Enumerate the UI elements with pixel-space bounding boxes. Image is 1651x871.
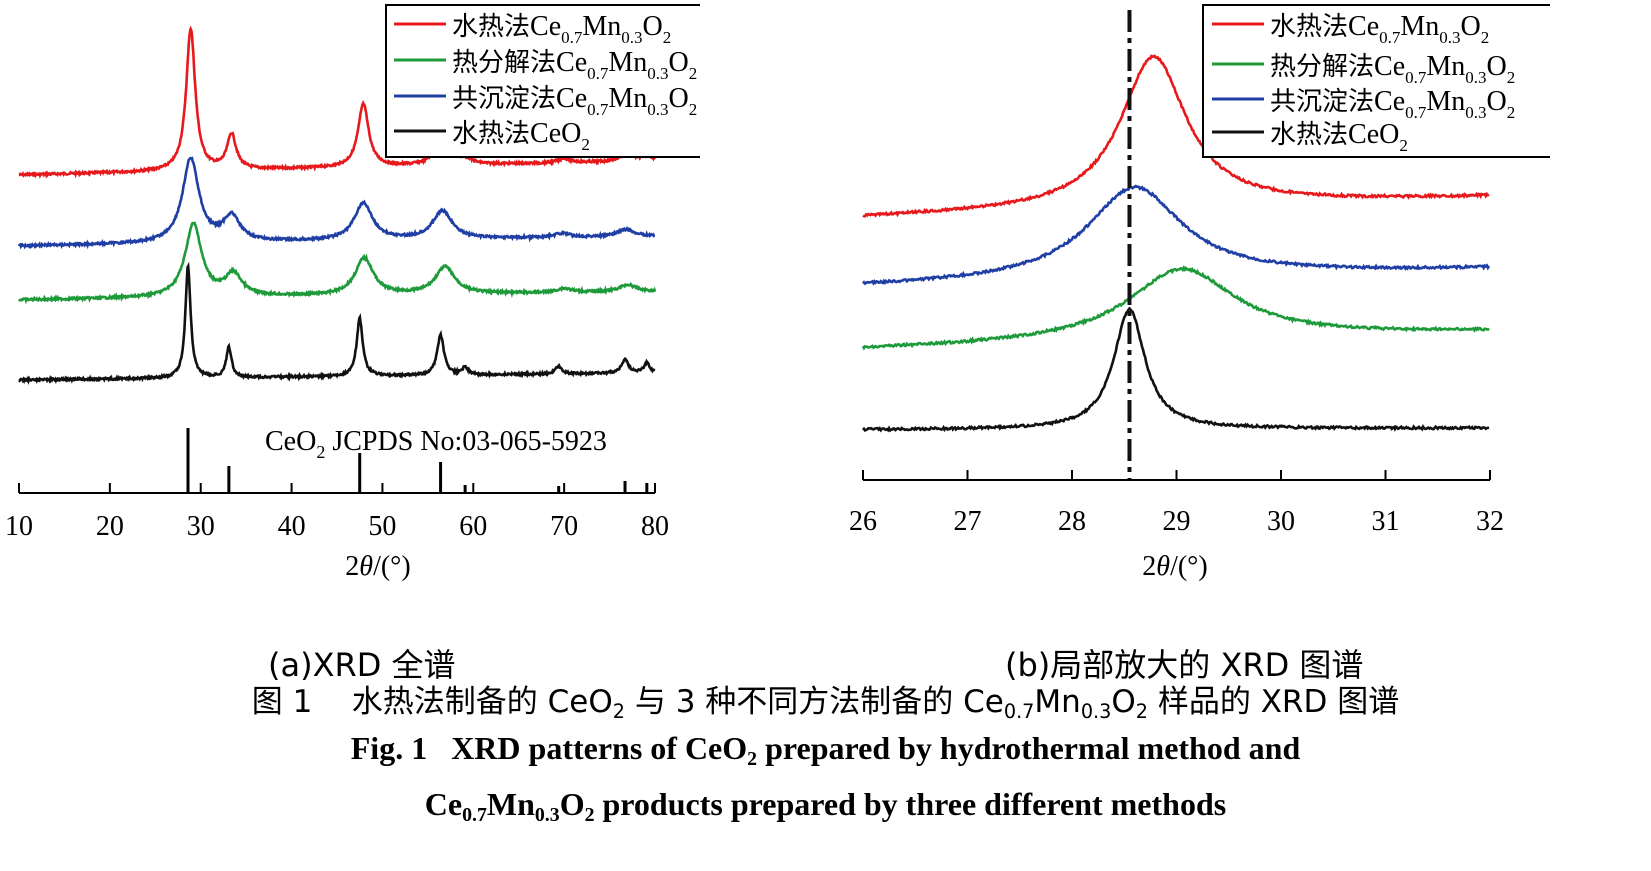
series-line — [861, 265, 1490, 351]
caption-zh-part1: 水热法制备的 CeO — [351, 684, 613, 720]
caption-zh-part3: 样品的 XRD 图谱 — [1157, 684, 1400, 720]
x-axis-label: 2θ/(°) — [1142, 551, 1207, 582]
x-tick-label: 70 — [550, 511, 578, 542]
chart-a-reference-sticks — [186, 428, 649, 493]
legend-label: 共沉淀法Ce0.7Mn0.3O2 — [1270, 86, 1515, 122]
chart-b: 26 27 28 29 30 31 32 2θ/(°) 水热法Ce0.7Mn0.3O2 热分… — [850, 4, 1550, 582]
chart-a-series — [17, 25, 657, 386]
x-axis-label: 2θ/(°) — [345, 551, 410, 582]
x-tick-label: 28 — [1058, 506, 1086, 537]
x-tick-label: 50 — [368, 511, 396, 542]
chart-b-series — [861, 54, 1491, 433]
x-tick-label: 31 — [1372, 506, 1400, 537]
legend-item: 共沉淀法Ce0.7Mn0.3O2 — [1212, 86, 1515, 122]
figure-caption-en-line2: Ce0.7Mn0.3O2 products prepared by three … — [424, 786, 1227, 826]
reference-label: CeO2 JCPDS No:03-065-5923 — [265, 426, 607, 462]
series-line — [18, 261, 656, 386]
caption-en-part1: XRD patterns of CeO — [451, 730, 748, 766]
series-line — [18, 25, 657, 179]
legend-label: 水热法CeO2 — [1270, 119, 1408, 155]
legend-label: 共沉淀法Ce0.7Mn0.3O2 — [452, 83, 697, 119]
figure-number-en: Fig. 1 — [350, 730, 428, 766]
series-line — [862, 184, 1491, 286]
series-line — [862, 306, 1490, 433]
x-tick-label: 20 — [96, 511, 124, 542]
caption-zh-part2: 与 3 种不同方法制备的 Ce — [634, 684, 1004, 720]
series-line — [862, 54, 1490, 218]
figure-caption-en-line1: Fig. 1 XRD patterns of CeO2 prepared by … — [350, 730, 1301, 770]
chart-a-x-ticks: 10 20 30 40 50 60 70 80 — [5, 483, 669, 542]
x-tick-label: 26 — [850, 506, 877, 537]
figure-number-zh: 图 1 — [251, 684, 313, 720]
x-tick-label: 30 — [1267, 506, 1295, 537]
x-tick-label: 32 — [1476, 506, 1504, 537]
x-tick-label: 30 — [187, 511, 215, 542]
x-tick-label: 10 — [5, 511, 33, 542]
series-line — [17, 156, 656, 250]
subcaption-b: (b)局部放大的 XRD 图谱 — [1005, 646, 1364, 684]
x-tick-label: 80 — [641, 511, 669, 542]
legend: 水热法Ce0.7Mn0.3O2 热分解法Ce0.7Mn0.3O2 共沉淀法Ce0… — [385, 4, 700, 158]
series-line — [17, 221, 657, 305]
x-tick-label: 27 — [954, 506, 982, 537]
figure-caption-zh: 图 1 水热法制备的 CeO2 与 3 种不同方法制备的 Ce0.7Mn0.3O… — [251, 684, 1400, 723]
chart-a: CeO2 JCPDS No:03-065-5923 10 20 30 40 50 60 70… — [5, 4, 700, 582]
legend-label: 水热法CeO2 — [452, 118, 590, 154]
x-tick-label: 60 — [459, 511, 487, 542]
legend-item: 水热法CeO2 — [394, 118, 590, 154]
legend-item: 共沉淀法Ce0.7Mn0.3O2 — [394, 83, 697, 119]
chart-b-x-ticks: 26 27 28 29 30 31 32 — [850, 470, 1504, 537]
x-tick-label: 29 — [1163, 506, 1191, 537]
legend: 水热法Ce0.7Mn0.3O2 热分解法Ce0.7Mn0.3O2 共沉淀法Ce0… — [1202, 4, 1550, 158]
caption-en-part2: prepared by hydrothermal method and — [765, 730, 1301, 766]
legend-item: 水热法CeO2 — [1212, 119, 1408, 155]
caption-en-part3: products prepared by three different met… — [602, 786, 1227, 822]
subcaption-a: (a)XRD 全谱 — [268, 646, 456, 684]
x-tick-label: 40 — [278, 511, 306, 542]
